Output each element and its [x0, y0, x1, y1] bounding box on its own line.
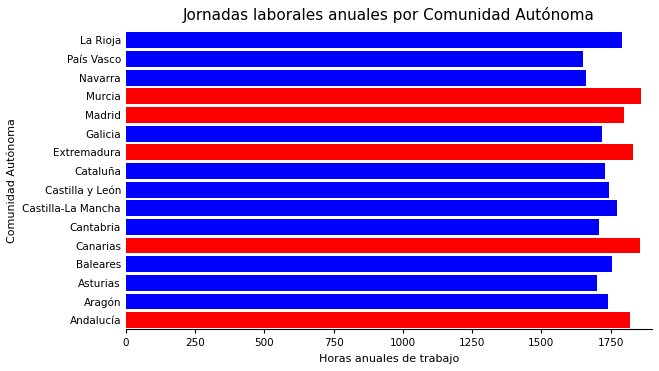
Bar: [126, 293, 608, 309]
Bar: [126, 126, 602, 142]
Bar: [126, 182, 609, 197]
Bar: [126, 256, 612, 272]
Bar: [126, 32, 621, 48]
X-axis label: Horas anuales de trabajo: Horas anuales de trabajo: [319, 354, 459, 364]
Title: Jornadas laborales anuales por Comunidad Autónoma: Jornadas laborales anuales por Comunidad…: [183, 7, 595, 23]
Bar: [126, 219, 600, 235]
Bar: [126, 200, 617, 216]
Y-axis label: Comunidad Autónoma: Comunidad Autónoma: [7, 118, 17, 243]
Bar: [126, 144, 633, 160]
Bar: [126, 70, 586, 86]
Bar: [126, 107, 624, 123]
Bar: [126, 312, 630, 328]
Bar: [126, 275, 596, 291]
Bar: [126, 237, 640, 253]
Bar: [126, 88, 641, 104]
Bar: [126, 51, 583, 67]
Bar: [126, 163, 605, 179]
